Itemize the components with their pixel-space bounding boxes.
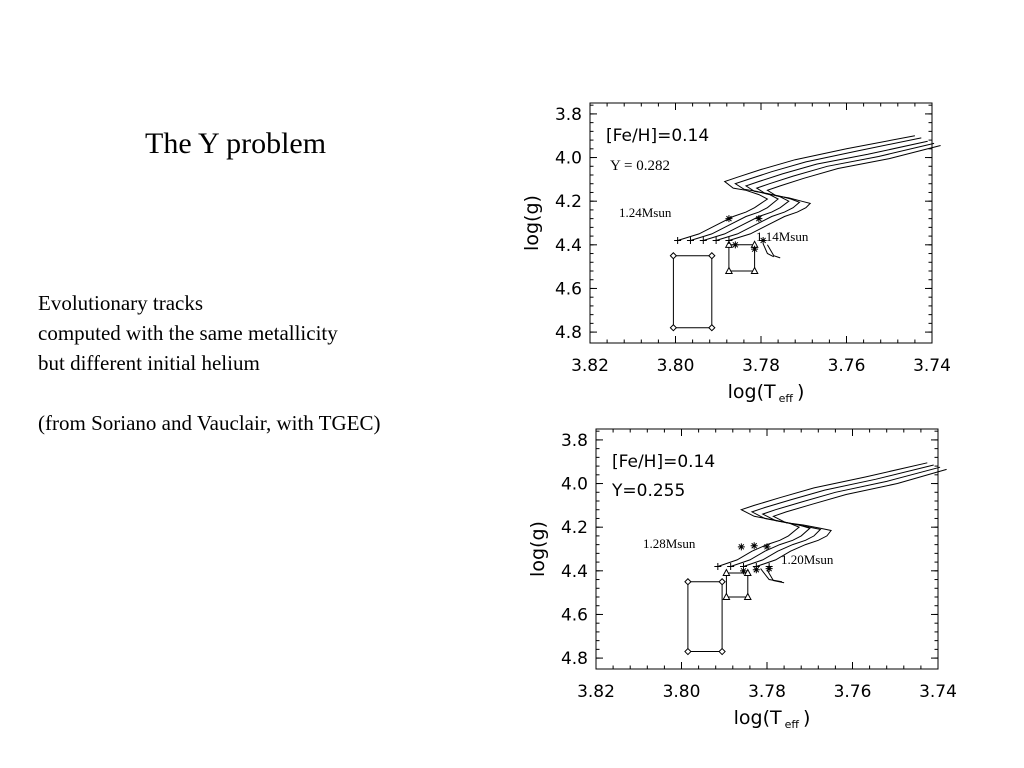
helium-label: Y = 0.282 [610,158,670,174]
diamond-marker [718,578,726,586]
slide-title: The Y problem [145,127,327,160]
y-axis-label: log(g) [521,195,543,251]
track-tail-2 [766,244,781,259]
evolutionary-track-4 [756,468,947,567]
error-box-diamond [687,581,723,652]
error-box-triangle [725,572,749,598]
diamond-marker [718,647,726,656]
diamond-marker [669,252,678,260]
plus-marker [725,236,733,244]
mass-label-high: 1.24Msun [619,205,672,220]
star-marker [763,543,771,551]
star-marker [765,565,773,573]
triangle-marker [743,568,752,576]
x-tick-label: 3.82 [577,682,615,702]
y-tick-label: 4.8 [561,649,588,669]
track-tail-1 [762,243,775,258]
x-tick-label: 3.76 [834,682,872,702]
description-line-3: but different initial helium [38,351,260,375]
track-tail-1 [760,568,783,583]
chart-1-group: 3.82 3.80 3.78 3.76 3.74 3.8 4.0 4.2 4.4 4.6 4.8 lo… [527,428,957,731]
chart-0-group: 3.82 3.80 3.78 3.76 3.74 3.8 4.0 4.2 4.4 4.6 4.8 lo… [521,102,951,405]
x-tick-label: 3.80 [663,682,701,702]
mass-label-high: 1.28Msun [643,536,696,551]
y-tick-label: 4.8 [555,323,582,343]
y-tick-label: 4.0 [561,475,588,495]
evolutionary-track-1 [717,462,928,567]
plus-marker [699,236,707,244]
metallicity-label: [Fe/H]=0.14 [606,126,709,146]
evolutionary-track-1 [677,135,915,241]
plus-marker [674,236,682,244]
x-tick-label: 3.74 [919,682,957,702]
x-tick-label: 3.82 [571,356,609,376]
star-marker [737,543,745,551]
x-axis-label: log(T eff) [728,381,805,405]
x-tick-label: 3.78 [742,356,780,376]
star-marker [739,567,747,575]
y-tick-label: 4.2 [561,518,588,538]
y-tick-label: 4.4 [561,562,588,582]
triangle-marker [724,240,733,248]
evolutionary-track-3 [743,466,941,567]
x-tick-label: 3.78 [748,682,786,702]
star-marker [755,215,763,223]
y-tick-label: 4.4 [555,236,582,256]
diamond-marker [669,324,678,332]
plus-marker [712,236,720,244]
metallicity-label: [Fe/H]=0.14 [612,452,715,472]
diamond-marker [684,578,692,586]
triangle-marker [722,568,731,576]
diamond-marker [684,647,692,656]
x-tick-label: 3.74 [913,356,951,376]
star-marker [751,245,759,253]
plus-marker [686,236,694,244]
mass-label-low: 1.14Msun [756,229,809,244]
triangle-marker [724,266,733,274]
x-tick-label: 3.76 [828,356,866,376]
x-axis-label: log(T eff) [734,707,811,731]
y-tick-label: 4.6 [555,279,582,299]
description-line-2: computed with the same metallicity [38,321,338,345]
triangle-marker [722,592,731,600]
evolutionary-track-5 [728,145,941,241]
y-tick-label: 4.0 [555,149,582,169]
y-tick-label: 4.6 [561,605,588,625]
y-tick-label: 3.8 [561,431,588,451]
slide-description: Evolutionary tracks computed with the sa… [38,288,380,438]
track-tail-2 [766,569,785,584]
diamond-marker [708,252,716,260]
x-tick-label: 3.80 [657,356,695,376]
star-marker [731,241,739,249]
y-tick-label: 4.2 [555,192,582,212]
plus-marker [714,562,722,570]
star-marker [752,566,760,574]
diamond-marker [708,324,716,332]
mass-label-low: 1.20Msun [781,552,834,567]
star-marker [725,215,733,223]
triangle-marker [743,592,752,600]
y-tick-label: 3.8 [555,105,582,125]
helium-label: Y=0.255 [611,481,685,501]
source-note: (from Soriano and Vauclair, with TGEC) [38,411,381,435]
y-axis-label: log(g) [527,521,549,577]
star-marker [750,542,758,550]
plus-marker [727,562,735,570]
star-marker [759,236,767,244]
triangle-marker [750,266,759,274]
description-line-1: Evolutionary tracks [38,291,204,315]
